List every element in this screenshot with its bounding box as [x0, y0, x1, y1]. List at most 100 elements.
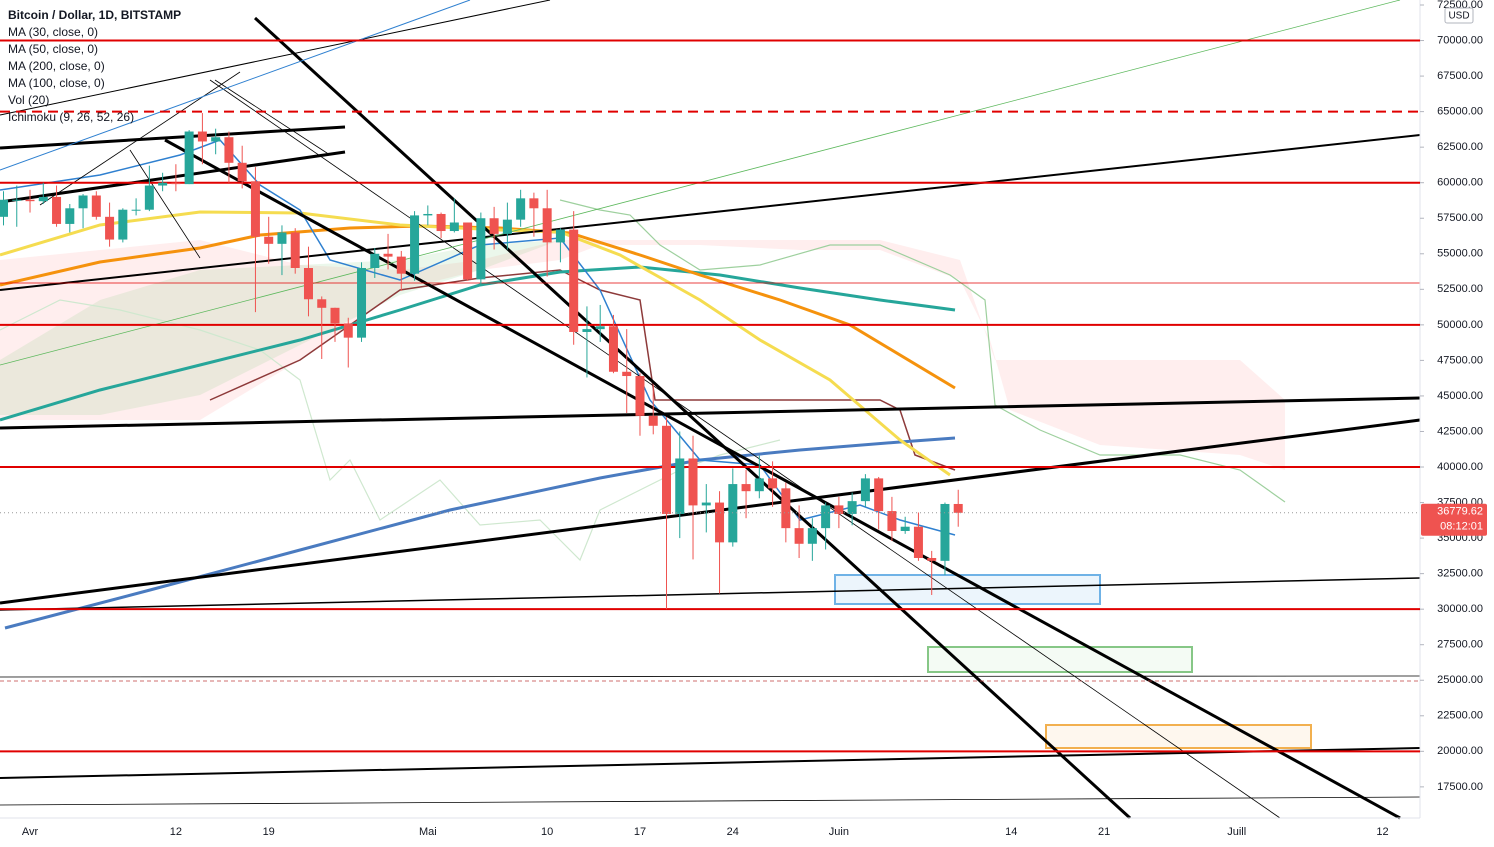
candle-body [913, 526, 923, 558]
y-tick-label: 57500.00 [1437, 212, 1483, 224]
candle-body [343, 323, 353, 338]
x-tick-label: Avr [22, 826, 39, 838]
candle-body [25, 199, 35, 202]
y-tick-label: 70000.00 [1437, 34, 1483, 46]
candle-body [330, 307, 340, 324]
candle-body [768, 478, 778, 489]
ichimoku-line [0, 299, 781, 562]
x-tick-label: 19 [263, 826, 275, 838]
candle-body [542, 208, 552, 243]
y-tick-label: 22500.00 [1437, 710, 1483, 722]
x-tick-label: 17 [634, 826, 646, 838]
x-tick-label: Juill [1227, 826, 1246, 838]
legend: Bitcoin / Dollar, 1D, BITSTAMP MA (30, c… [8, 8, 181, 124]
candle-body [370, 253, 380, 268]
legend-entry: MA (50, close, 0) [8, 42, 98, 56]
y-tick-label: 17500.00 [1437, 781, 1483, 793]
candle-body [662, 425, 671, 514]
candle-body [38, 196, 48, 202]
candle-body [383, 253, 393, 257]
x-tick-label: 21 [1098, 826, 1110, 838]
y-tick-label: 30000.00 [1437, 603, 1483, 615]
candle-body [290, 232, 300, 268]
candle-body [264, 236, 274, 244]
x-tick-label: 10 [541, 826, 553, 838]
ma-100 [0, 265, 956, 422]
x-tick-label: 24 [727, 826, 739, 838]
legend-entry: MA (30, close, 0) [8, 25, 98, 39]
candle-body [131, 209, 141, 211]
ichimoku-baseline [209, 269, 956, 471]
candle-body [688, 458, 698, 506]
candle-body [118, 209, 128, 240]
currency-label: USD [1448, 11, 1469, 22]
candle-body [741, 484, 751, 492]
legend-entry: Ichimoku (9, 26, 52, 26) [8, 110, 134, 124]
candle-body [701, 502, 711, 506]
candle-body [648, 415, 658, 426]
candle-body [105, 216, 115, 240]
candle-body [781, 488, 791, 529]
candle-body [158, 182, 168, 186]
candle-body [423, 213, 433, 216]
candle-body [953, 503, 963, 513]
candle-body [449, 222, 459, 232]
y-tick-label: 45000.00 [1437, 390, 1483, 402]
candle-body [52, 196, 62, 224]
candle-body [754, 478, 764, 492]
x-tick-label: 12 [170, 826, 182, 838]
candle-body [489, 218, 499, 234]
candle-body [794, 528, 804, 544]
x-tick-label: 12 [1376, 826, 1388, 838]
candle-body [357, 267, 367, 338]
legend-entry: MA (200, close, 0) [8, 59, 105, 73]
candle-body [396, 256, 406, 274]
candle-body [821, 505, 831, 529]
candle-body [635, 376, 645, 416]
candle-body [502, 219, 512, 234]
candle-body [184, 131, 194, 185]
price-label-bg [1421, 503, 1487, 536]
legend-entry: MA (100, close, 0) [8, 76, 105, 90]
y-tick-label: 55000.00 [1437, 248, 1483, 260]
zone-box [927, 646, 1193, 673]
x-tick-label: 14 [1005, 826, 1017, 838]
candle-body [622, 371, 632, 377]
candle-body [250, 181, 260, 237]
currency-box [1444, 7, 1474, 24]
candle-body [715, 502, 725, 543]
candle-body [237, 162, 247, 182]
candle-body [516, 198, 526, 220]
candle-body [940, 503, 950, 561]
candle-body [144, 185, 154, 210]
candle-body [595, 326, 605, 330]
y-tick-label: 42500.00 [1437, 425, 1483, 437]
countdown-label: 08:12:01 [1440, 521, 1483, 533]
y-tick-label: 72500.00 [1437, 0, 1483, 11]
y-tick-label: 50000.00 [1437, 319, 1483, 331]
candle-body [78, 195, 88, 209]
candle-body [410, 215, 420, 274]
x-tick-label: Juin [829, 826, 849, 838]
zone-box [1045, 724, 1312, 749]
candle-body [0, 199, 8, 217]
trend-line [0, 0, 471, 171]
candle-body [582, 329, 592, 332]
candle-body [569, 229, 579, 332]
candle-body [847, 501, 857, 514]
ma-50 [0, 224, 956, 390]
candle-body [927, 557, 937, 561]
candle-body [171, 182, 181, 185]
ichimoku-cloud [0, 240, 560, 415]
legend-entry: Vol (20) [8, 93, 49, 107]
chart-title: Bitcoin / Dollar, 1D, BITSTAMP [8, 8, 181, 22]
candle-body [224, 137, 234, 163]
candle-body [197, 131, 207, 142]
candle-body [887, 511, 897, 531]
y-tick-label: 40000.00 [1437, 461, 1483, 473]
y-tick-label: 62500.00 [1437, 141, 1483, 153]
y-tick-label: 52500.00 [1437, 283, 1483, 295]
candle-body [211, 137, 221, 142]
y-tick-label: 32500.00 [1437, 568, 1483, 580]
